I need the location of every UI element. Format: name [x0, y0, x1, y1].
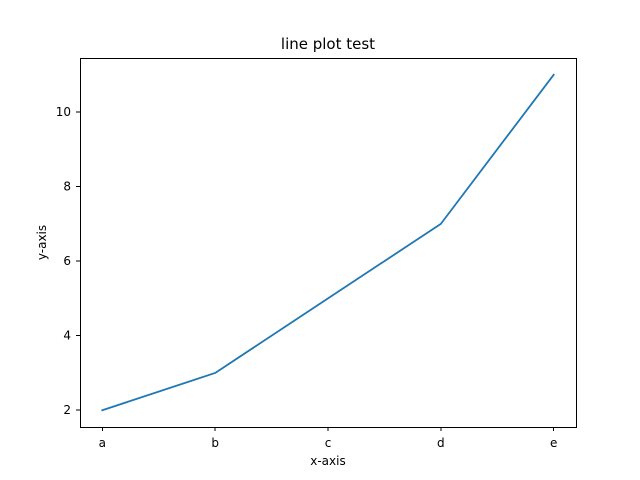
- y-tick-label: 8: [63, 180, 71, 194]
- x-tick-label: b: [211, 436, 219, 450]
- y-tick-label: 2: [63, 403, 71, 417]
- series-line: [101, 73, 555, 412]
- x-axis-label: x-axis: [310, 454, 345, 468]
- x-axis-ticks: a b c d e: [99, 427, 557, 450]
- y-axis-ticks: 2 4 6 8 10: [56, 105, 80, 417]
- x-tick-label: e: [550, 436, 557, 450]
- x-tick-label: a: [99, 436, 106, 450]
- x-tick-label: c: [325, 436, 332, 450]
- series-layer: [101, 73, 555, 412]
- y-axis-label: y-axis: [35, 225, 49, 260]
- x-tick-label: d: [437, 436, 445, 450]
- y-tick-label: 4: [63, 329, 71, 343]
- y-tick-label: 10: [56, 105, 71, 119]
- chart-title: line plot test: [281, 35, 375, 53]
- plot-area: [80, 58, 577, 428]
- y-tick-label: 6: [63, 254, 71, 268]
- plot-background: [80, 58, 576, 427]
